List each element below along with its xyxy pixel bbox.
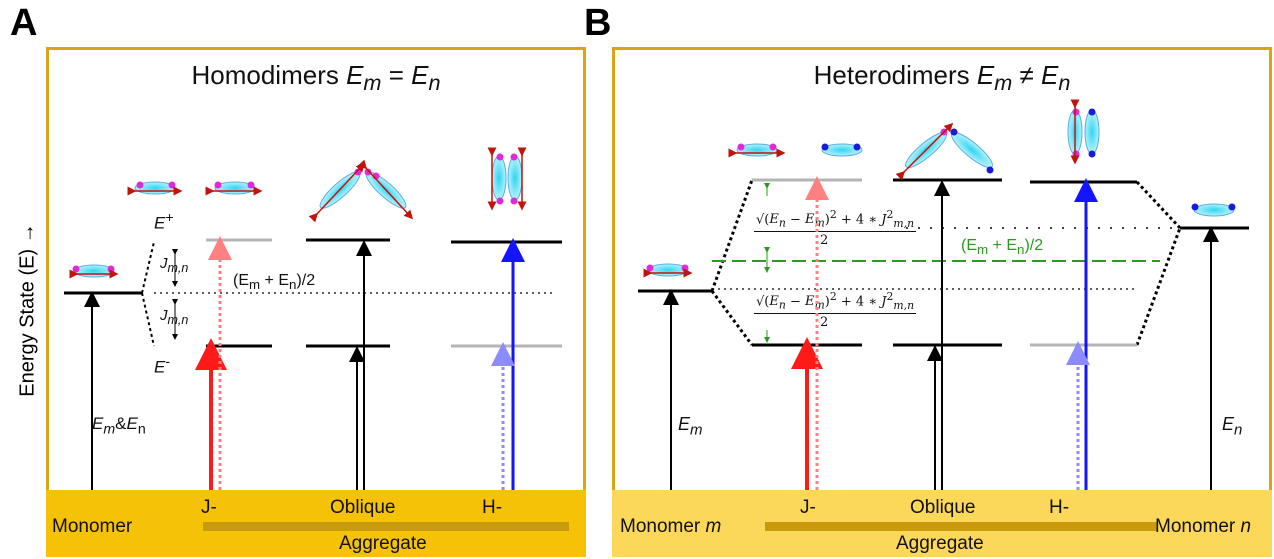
- b-connector-n-upper: [1135, 180, 1182, 230]
- a-oblique-dimer-dye-icon: [308, 159, 414, 223]
- midline-label-b: (Em + En)/2: [961, 237, 1044, 258]
- formula-lower-denominator: 2: [820, 315, 829, 330]
- band-label-j-b: J-: [800, 497, 816, 518]
- band-label-oblique-b: Oblique: [910, 497, 976, 518]
- band-label-aggregate: Aggregate: [339, 533, 427, 554]
- panel-a-title: Homodimers Em = En: [191, 60, 441, 96]
- band-label-j: J-: [201, 497, 217, 518]
- formula-upper-denominator: 2: [820, 233, 829, 248]
- monomer-n-energy-label: En: [1222, 414, 1243, 439]
- monomer-energy-label: Em&En: [92, 414, 146, 438]
- b-h-dimer-dye-icon: [1067, 99, 1100, 165]
- b-connector-m-upper: [710, 179, 754, 292]
- a-split-connector-lower: [141, 292, 155, 347]
- panel-a-aggregate-bar: [203, 522, 569, 531]
- band-label-h-b: H-: [1049, 497, 1070, 518]
- a-split-connector: [141, 241, 155, 294]
- formula-upper-numerator: √(En − Em)2 + 4 ∗ J2m,n: [754, 208, 917, 232]
- lower-state-label: E-: [154, 354, 171, 377]
- panel-a-frame: Homodimers Em = En: [46, 47, 586, 557]
- b-j-dimer-dye-icon: [728, 143, 863, 158]
- a-j-dimer-dye-icon: [127, 181, 263, 196]
- band-label-monomer: Monomer: [52, 516, 133, 537]
- band-label-aggregate-b: Aggregate: [896, 533, 984, 554]
- band-label-monomer-n: Monomer n: [1155, 516, 1252, 537]
- b-connector-n-lower: [1135, 227, 1182, 346]
- panel-b-title: Heterodimers Em ≠ En: [813, 60, 1071, 96]
- panel-b-frame: Heterodimers Em ≠ En: [612, 47, 1272, 557]
- midline-label-a: (Em + En)/2: [233, 272, 316, 293]
- b-monomer-m-dye-icon: [643, 263, 693, 278]
- b-oblique-dimer-dye-icon: [895, 122, 994, 181]
- band-label-h: H-: [482, 497, 503, 518]
- a-monomer-dye-icon: [69, 264, 119, 279]
- band-label-monomer-m: Monomer m: [620, 516, 722, 537]
- panel-b-letter: B: [584, 2, 612, 44]
- panel-a-letter: A: [10, 2, 38, 44]
- band-label-oblique: Oblique: [330, 497, 396, 518]
- b-connector-m-lower: [710, 290, 754, 346]
- a-h-dimer-dye-icon: [487, 147, 527, 211]
- b-monomer-n-dye-icon: [1191, 203, 1236, 217]
- formula-lower-numerator: √(En − Em)2 + 4 ∗ J2m,n: [754, 290, 917, 314]
- panel-b-aggregate-bar: [765, 522, 1157, 531]
- monomer-m-energy-label: Em: [678, 414, 703, 439]
- upper-state-label: E+: [154, 210, 174, 233]
